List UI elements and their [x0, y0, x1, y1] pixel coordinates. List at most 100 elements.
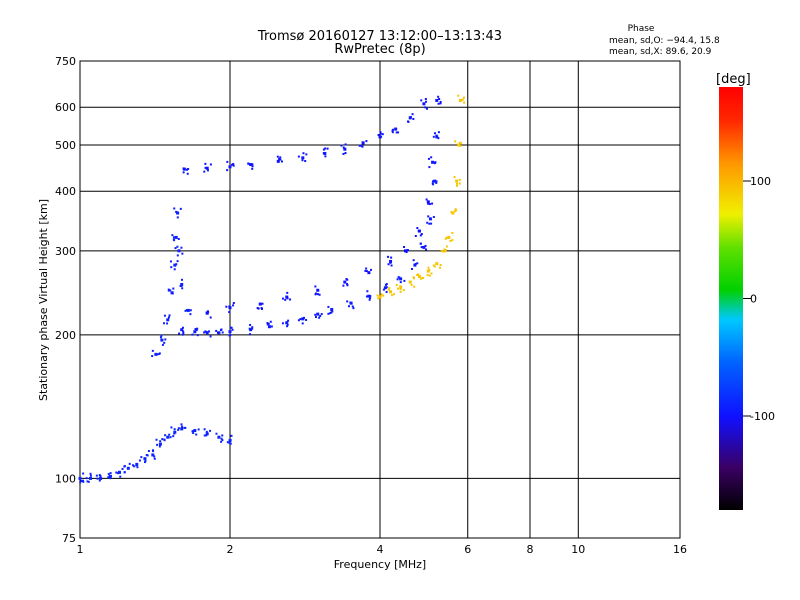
data-point-scatter: [144, 461, 147, 464]
data-point-scatter: [424, 106, 427, 109]
data-point: [330, 307, 334, 311]
data-point: [435, 98, 439, 102]
data-point-scatter: [438, 97, 441, 100]
data-point-scatter: [138, 459, 141, 462]
data-point-scatter: [281, 322, 284, 325]
data-point-scatter: [432, 264, 435, 267]
data-point-scatter: [425, 248, 428, 251]
data-point-scatter: [221, 331, 224, 334]
data-point-scatter: [229, 334, 232, 337]
data-point-scatter: [181, 425, 184, 428]
data-point-scatter: [460, 99, 463, 102]
data-point-scatter: [428, 269, 431, 272]
data-point-scatter: [287, 319, 290, 322]
data-point-scatter: [385, 286, 388, 289]
data-point: [228, 330, 232, 334]
y-tick-label: 500: [55, 139, 76, 152]
data-point-scatter: [389, 290, 392, 293]
data-point: [166, 435, 170, 439]
data-point-scatter: [115, 471, 118, 474]
data-point-scatter: [379, 132, 382, 135]
data-point-scatter: [109, 477, 112, 480]
data-point-scatter: [189, 309, 192, 312]
data-point-scatter: [182, 171, 185, 174]
data-point-scatter: [393, 293, 396, 296]
data-point-scatter: [454, 210, 457, 213]
x-axis-ticks: 1 2 4 6 8 10 16: [77, 543, 688, 556]
y-tick-label: 75: [62, 532, 76, 545]
data-point-scatter: [151, 355, 154, 358]
data-point-scatter: [196, 327, 199, 330]
data-point-scatter: [432, 216, 435, 219]
data-point-scatter: [385, 290, 388, 293]
phase-box-x-stats: mean, sd,X: 89.6, 20.9: [609, 47, 712, 57]
data-point-scatter: [135, 464, 138, 467]
data-point: [399, 277, 403, 281]
data-point-scatter: [226, 169, 229, 172]
data-point-scatter: [228, 305, 231, 308]
data-point-scatter: [463, 101, 466, 104]
data-point-scatter: [397, 131, 400, 134]
data-point-scatter: [107, 473, 110, 476]
data-point: [455, 179, 459, 183]
data-point-scatter: [285, 321, 288, 324]
data-point: [154, 352, 158, 356]
data-point: [143, 457, 147, 461]
data-point-scatter: [79, 481, 82, 484]
data-point-scatter: [407, 120, 410, 123]
data-point-scatter: [160, 334, 163, 337]
data-point-scatter: [189, 313, 192, 316]
data-point-scatter: [387, 263, 390, 266]
data-point-scatter: [345, 278, 348, 281]
data-point-scatter: [340, 144, 343, 147]
data-point-scatter: [445, 236, 448, 239]
data-point-scatter: [286, 297, 289, 300]
y-tick-label: 750: [55, 55, 76, 68]
y-axis-ticks: 75 100 200 300 400 500 600 750: [55, 55, 76, 545]
data-point-scatter: [412, 276, 415, 279]
data-point-scatter: [399, 290, 402, 293]
data-point: [343, 147, 347, 151]
data-point-scatter: [187, 168, 190, 171]
data-point-scatter: [358, 144, 361, 147]
data-point: [422, 245, 426, 249]
data-point-scatter: [389, 261, 392, 264]
data-point-scatter: [430, 222, 433, 225]
data-point-scatter: [203, 428, 206, 431]
data-point-scatter: [279, 156, 282, 159]
data-point-scatter: [173, 428, 176, 431]
data-point-scatter: [204, 330, 207, 333]
colorbar-ticks: 100 0 -100: [743, 175, 775, 423]
data-point-scatter: [412, 259, 415, 262]
data-point-scatter: [426, 107, 429, 110]
data-point-scatter: [173, 207, 176, 210]
data-point-scatter: [314, 293, 317, 296]
data-point-scatter: [257, 307, 260, 310]
data-point-scatter: [166, 322, 169, 325]
data-point-scatter: [280, 160, 283, 163]
data-point-scatter: [419, 242, 422, 245]
data-point-scatter: [428, 166, 431, 169]
data-point-scatter: [367, 271, 370, 274]
data-point-scatter: [419, 234, 422, 237]
data-point-scatter: [195, 433, 198, 436]
data-point-scatter: [156, 443, 159, 446]
y-tick-label: 600: [55, 101, 76, 114]
data-point: [228, 165, 232, 169]
data-point-scatter: [417, 273, 420, 276]
data-point-scatter: [420, 99, 423, 102]
data-point-scatter: [206, 169, 209, 172]
data-point-scatter: [365, 270, 368, 273]
data-point: [193, 330, 197, 334]
data-point: [173, 430, 177, 434]
data-point-scatter: [302, 152, 305, 155]
data-point-scatter: [462, 96, 465, 99]
data-point-scatter: [80, 480, 83, 483]
data-point-scatter: [195, 329, 198, 332]
data-point-scatter: [461, 98, 464, 101]
data-point-scatter: [414, 263, 417, 266]
data-point-scatter: [191, 333, 194, 336]
data-point-scatter: [315, 316, 318, 319]
data-point-scatter: [320, 313, 323, 316]
data-point: [389, 259, 393, 263]
